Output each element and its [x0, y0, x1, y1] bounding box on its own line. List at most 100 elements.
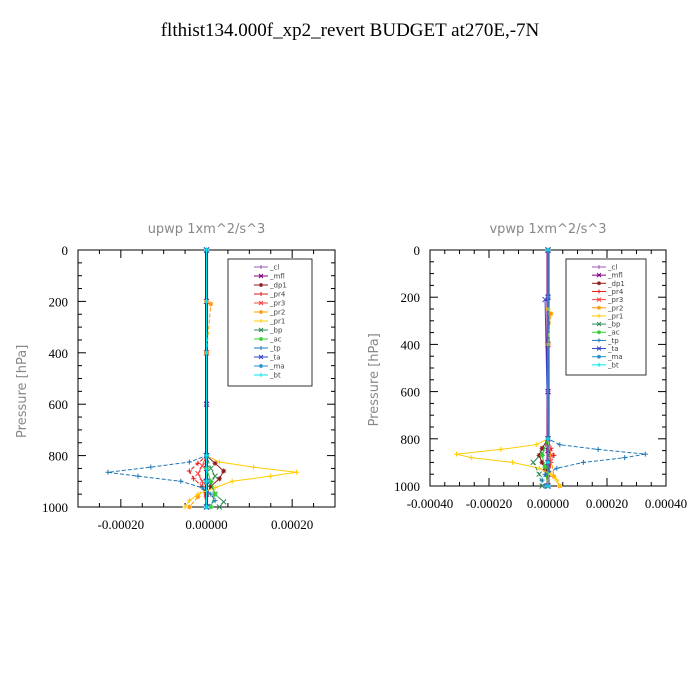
- data-point: [642, 451, 648, 457]
- data-point: [268, 473, 274, 479]
- chart-panel-2: vpwp 1xm^2/s^3 Pressure [hPa] 0 200 400 600 80…: [367, 222, 687, 511]
- y-tick-label: 800: [401, 432, 421, 447]
- data-point: [212, 491, 218, 497]
- y-tick-label: 800: [49, 449, 69, 464]
- legend-entry: _pr4: [269, 291, 286, 299]
- data-point: [105, 469, 111, 475]
- data-point: [148, 464, 154, 470]
- legend-entry: _tp: [269, 345, 281, 353]
- data-point: [186, 498, 192, 504]
- legend-marker: [259, 337, 263, 341]
- series-bt: [204, 247, 209, 510]
- data-point: [186, 504, 192, 510]
- y-tick-label: 0: [62, 243, 69, 258]
- data-point: [536, 452, 542, 458]
- data-point: [557, 483, 563, 489]
- data-point: [199, 463, 206, 469]
- figure-title: flthist134.000f_xp2_revert BUDGET at270E…: [160, 20, 540, 41]
- data-point: [548, 471, 554, 477]
- y-tick-label: 200: [49, 294, 69, 309]
- legend-marker: [259, 283, 263, 287]
- chart-panel-1: upwp 1xm^2/s^3 Pressure [hPa] 0 200 400 600 80…: [15, 222, 336, 532]
- data-point: [542, 464, 548, 470]
- legend-entry: _pr3: [607, 296, 623, 304]
- legend-entry: _pr2: [269, 309, 285, 317]
- data-point: [195, 491, 201, 497]
- legend-entry: _cl: [269, 264, 279, 272]
- data-point: [542, 296, 548, 303]
- legend-entry: _bp: [607, 321, 621, 329]
- x-tick-label: -0.00020: [466, 496, 513, 511]
- legend-marker: [258, 300, 264, 306]
- y-tick-label: 0: [414, 243, 421, 258]
- legend-entry: _pr1: [607, 312, 623, 320]
- legend-entry: _mfl: [607, 272, 623, 280]
- data-point: [220, 499, 227, 505]
- x-tick-label: 0.00020: [271, 517, 313, 532]
- data-point: [536, 471, 543, 478]
- legend-box: [227, 258, 313, 387]
- data-point: [182, 504, 188, 510]
- series-line: [206, 250, 225, 507]
- data-point: [208, 491, 214, 497]
- data-point: [208, 301, 214, 307]
- legend-entry: _tp: [607, 337, 619, 345]
- data-point: [208, 478, 214, 484]
- legend-marker: [259, 373, 263, 377]
- data-point: [204, 247, 209, 253]
- y-tick-label: 1000: [394, 479, 420, 494]
- x-tick-label: 0.00040: [645, 496, 687, 511]
- data-point: [542, 471, 548, 477]
- series-line: [547, 250, 561, 487]
- legend-entry: _ta: [269, 354, 281, 362]
- data-point: [622, 455, 628, 461]
- y-tick-label: 200: [401, 290, 421, 305]
- data-point: [539, 445, 545, 451]
- data-point: [545, 459, 551, 465]
- legend-marker: [597, 265, 601, 269]
- legend-marker: [259, 292, 263, 296]
- y-axis-label: Pressure [hPa]: [15, 345, 30, 438]
- panel-title: vpwp 1xm^2/s^3: [489, 222, 606, 237]
- series-line: [206, 250, 225, 508]
- series-bt: [545, 247, 551, 489]
- data-point: [580, 459, 586, 465]
- data-point: [204, 453, 209, 459]
- data-point: [221, 468, 227, 474]
- panel-title: upwp 1xm^2/s^3: [148, 222, 266, 237]
- data-point: [536, 465, 542, 471]
- x-tick-label: 0.00020: [586, 496, 628, 511]
- legend-marker: [258, 327, 264, 333]
- y-tick-label: 400: [49, 346, 69, 361]
- legend-marker: [259, 310, 263, 314]
- data-point: [554, 477, 560, 483]
- data-point: [212, 460, 218, 466]
- data-point: [595, 446, 601, 452]
- legend-entry: _ac: [607, 329, 620, 337]
- data-point: [554, 465, 560, 471]
- legend-marker: [597, 289, 601, 294]
- legend-marker: [597, 305, 601, 310]
- legend: _cl_mfl_dp1_pr4_pr3_pr2_pr1_bp_ac_tp_ta_…: [227, 258, 313, 387]
- legend-entry: _mfl: [269, 273, 285, 281]
- data-point: [251, 464, 257, 470]
- data-point: [204, 504, 209, 510]
- data-point: [212, 473, 218, 480]
- legend-entry: _cl: [607, 264, 617, 272]
- y-tick-label: 1000: [42, 500, 68, 515]
- legend-entry: _ma: [607, 353, 623, 361]
- data-point: [229, 478, 235, 484]
- legend-box: [565, 258, 647, 376]
- x-tick-label: -0.00040: [407, 496, 454, 511]
- legend-marker: [259, 265, 263, 269]
- data-point: [530, 459, 537, 466]
- data-point: [539, 477, 545, 483]
- legend-marker: [597, 362, 601, 367]
- legend-entry: _pr1: [269, 318, 285, 326]
- y-axis-label: Pressure [hPa]: [367, 333, 382, 426]
- data-point: [199, 485, 205, 491]
- data-point: [216, 476, 222, 482]
- data-point: [208, 483, 214, 489]
- legend-entry: _dp1: [607, 280, 625, 288]
- legend: _cl_mfl_dp1_pr4_pr3_pr2_pr1_bp_ac_tp_ta_…: [565, 258, 647, 376]
